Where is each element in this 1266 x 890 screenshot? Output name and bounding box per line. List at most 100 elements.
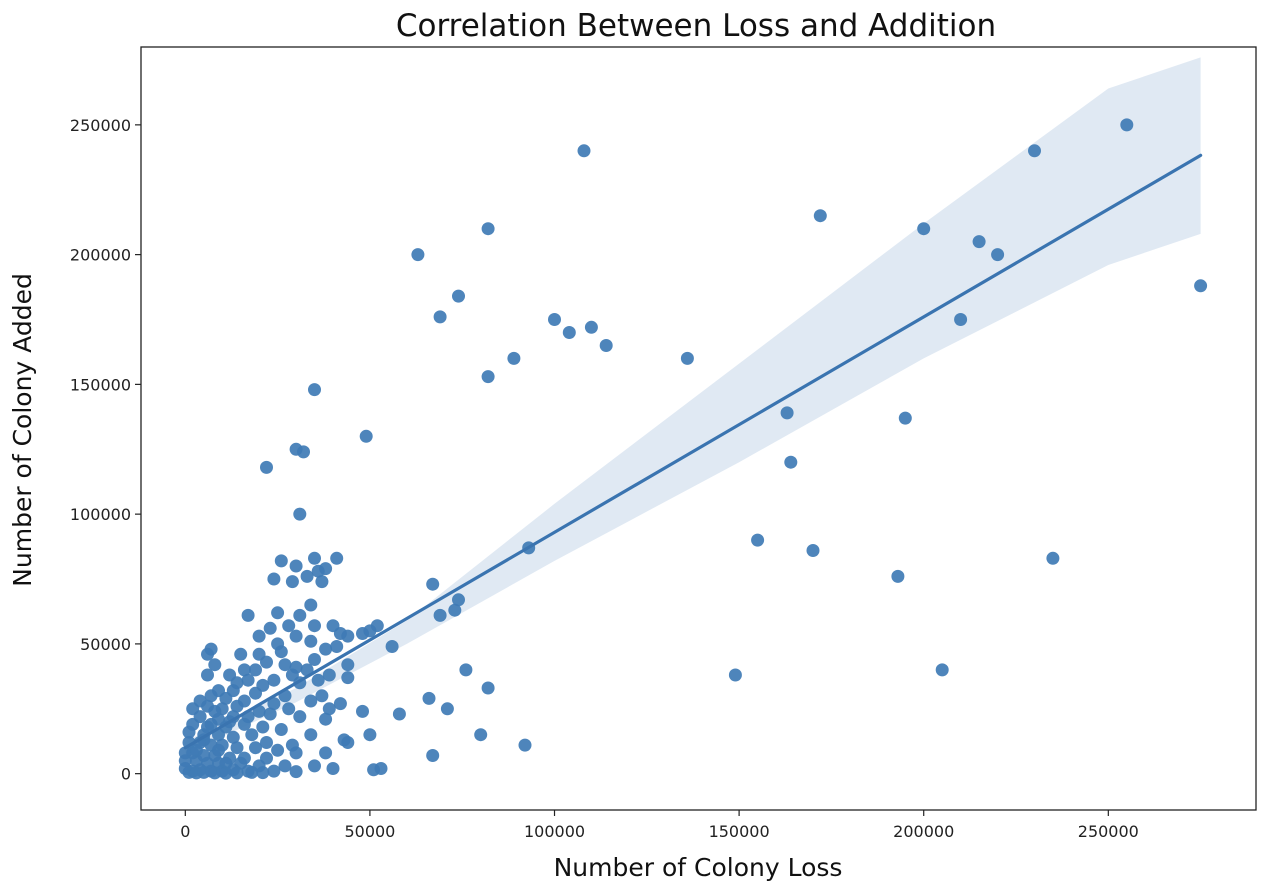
data-point (241, 608, 255, 622)
data-point (315, 575, 329, 589)
data-point (234, 647, 248, 661)
data-point (972, 235, 986, 249)
data-point (426, 749, 440, 762)
data-point (319, 712, 333, 726)
data-point (289, 765, 303, 779)
data-point (267, 697, 281, 711)
data-point (1194, 279, 1208, 293)
x-axis-title: Number of Colony Loss (554, 853, 843, 882)
data-point (208, 766, 222, 780)
data-point (267, 764, 281, 778)
data-point (237, 717, 251, 731)
data-point (230, 699, 244, 713)
data-point (319, 746, 333, 760)
data-point (356, 704, 369, 718)
data-point (278, 759, 292, 773)
data-point (249, 741, 262, 755)
data-point (751, 533, 765, 547)
data-point (562, 326, 576, 339)
data-point (285, 575, 299, 589)
data-point (212, 743, 225, 757)
data-point (226, 730, 240, 744)
data-point (991, 248, 1005, 262)
data-point (308, 759, 321, 773)
data-point (260, 460, 273, 474)
data-point (780, 406, 794, 420)
data-point (374, 762, 388, 775)
data-point (297, 445, 310, 459)
data-point (249, 663, 262, 677)
data-point (304, 728, 318, 742)
data-point (341, 629, 355, 643)
data-point (293, 710, 307, 724)
data-point (201, 668, 214, 682)
data-point (577, 144, 591, 158)
confidence-band (185, 57, 1201, 755)
data-point (1046, 551, 1060, 565)
data-point (278, 658, 292, 672)
data-point (197, 765, 211, 779)
data-point (271, 743, 285, 757)
data-point (237, 663, 251, 677)
data-point (304, 694, 318, 708)
data-point (548, 313, 561, 326)
data-point (282, 702, 296, 716)
x-tick-label: 0 (180, 822, 190, 841)
data-point (201, 720, 214, 734)
data-point (319, 642, 333, 656)
data-point (274, 723, 288, 736)
data-point (245, 728, 259, 742)
x-tick-label: 100000 (524, 822, 585, 841)
x-tick-label: 150000 (709, 822, 770, 841)
data-point (304, 598, 318, 612)
data-point (241, 673, 255, 687)
y-tick-label: 150000 (70, 375, 131, 394)
data-point (330, 640, 344, 653)
data-point (481, 370, 495, 384)
data-point (448, 603, 462, 617)
y-tick-label: 0 (121, 765, 131, 784)
data-point (433, 608, 447, 622)
data-point (322, 668, 336, 682)
data-point (363, 728, 377, 742)
data-point (304, 634, 318, 648)
y-axis-title: Number of Colony Added (8, 273, 37, 587)
data-point (300, 569, 314, 583)
data-point (385, 640, 399, 653)
data-point (293, 608, 307, 622)
data-point (230, 766, 244, 780)
data-point (422, 691, 436, 705)
data-point (289, 629, 303, 643)
data-point (293, 507, 307, 521)
data-point (440, 702, 454, 716)
data-point (308, 383, 321, 397)
data-point (260, 736, 273, 749)
data-point (252, 629, 266, 643)
data-point (256, 720, 270, 734)
regression-line (183, 153, 1203, 750)
y-tick-label: 200000 (70, 246, 131, 265)
data-point (267, 572, 281, 586)
data-point (341, 736, 355, 749)
data-point (289, 746, 303, 760)
data-point (728, 668, 742, 682)
data-point (322, 702, 336, 716)
confidence-band-layer (185, 57, 1201, 755)
plot-frame (140, 46, 1257, 811)
data-point (784, 455, 798, 469)
regression-line-layer (183, 153, 1203, 750)
data-point (411, 248, 425, 262)
data-point (433, 310, 447, 324)
data-point (1028, 144, 1041, 158)
x-axis-ticks: 0 50000 100000 150000 200000 250000 (180, 810, 1139, 841)
data-point (274, 554, 288, 568)
data-point (267, 673, 281, 687)
x-tick-label: 250000 (1078, 822, 1139, 841)
data-point (182, 725, 196, 739)
data-point (363, 624, 377, 638)
data-point (599, 339, 613, 352)
data-point (245, 765, 259, 779)
data-point (219, 691, 233, 705)
